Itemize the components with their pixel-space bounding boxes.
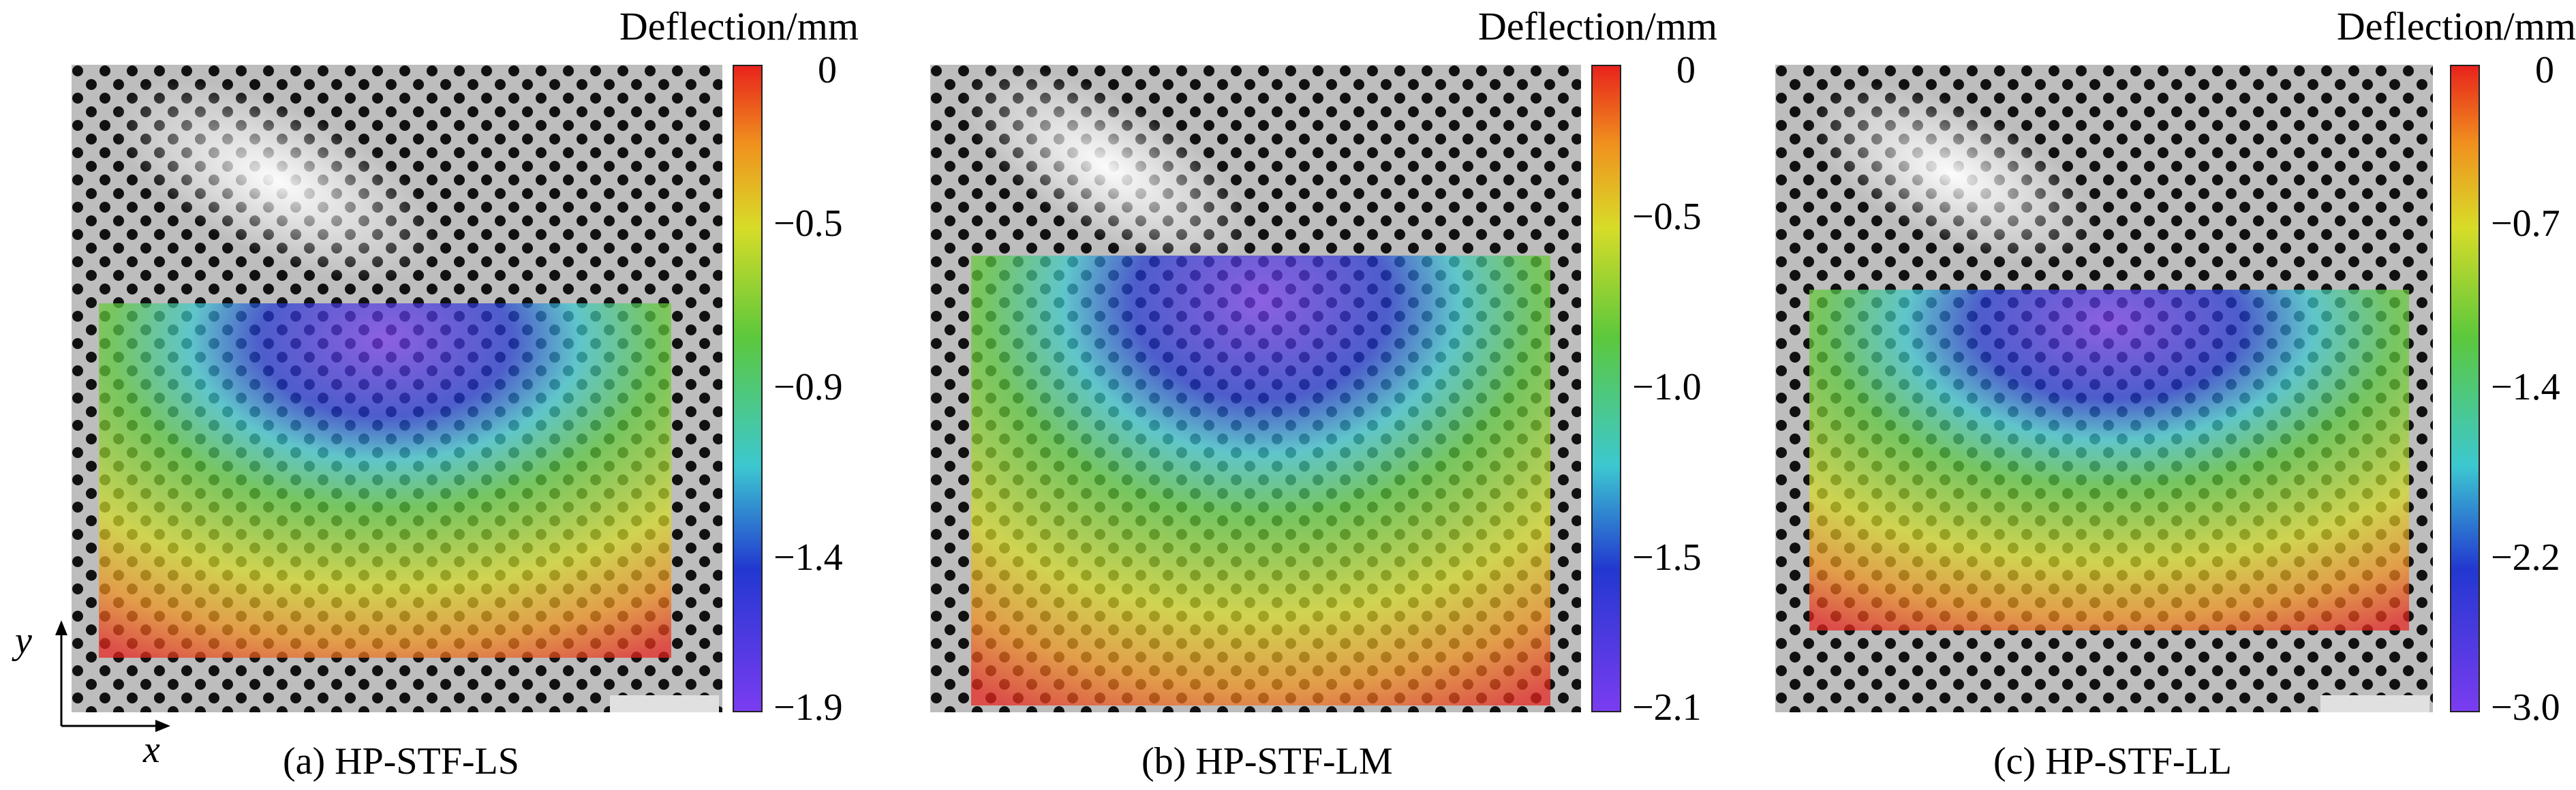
tick-label-c-3: −2.2 [2491,536,2560,579]
colorbar-b [1591,65,1621,712]
caption-a: (a) HP-STF-LS [283,740,519,783]
specimen-image-a [72,65,722,712]
tick-label-c-1: −0.7 [2491,202,2560,245]
panel-b: Deflection/mm 0 −0.5 −1.0 −1.5 −2.1 (b) … [859,0,1717,790]
colorbar-title-c: Deflection/mm [2336,4,2576,48]
tick-label-a-2: −0.9 [773,366,843,408]
colorbar-title-a: Deflection/mm [619,4,859,48]
y-axis-label: y [15,620,32,662]
specimen-image-c [1775,65,2433,712]
tick-label-b-2: −1.0 [1632,366,1702,408]
caption-c: (c) HP-STF-LL [1993,740,2232,783]
x-axis-label: x [143,729,160,771]
x-arrowhead-icon [155,720,170,732]
axes-indicator [55,620,170,732]
tick-label-a-0: 0 [818,49,837,91]
specimen-image-b [930,65,1581,712]
tick-label-a-1: −0.5 [773,202,843,245]
colorbar-title-b: Deflection/mm [1477,4,1717,48]
tick-label-b-1: −0.5 [1632,196,1702,238]
tick-label-b-0: 0 [1676,49,1696,91]
tick-label-a-4: −1.9 [773,686,843,729]
colorbar-c [2450,65,2480,712]
tick-label-b-3: −1.5 [1632,536,1702,579]
colorbar-a [733,65,763,712]
panel-c: Deflection/mm 0 −0.7 −1.4 −2.2 −3.0 (c) … [1717,0,2576,790]
tick-label-c-0: 0 [2535,49,2554,91]
tick-label-a-3: −1.4 [773,536,843,579]
y-arrowhead-icon [55,620,67,635]
tick-label-c-4: −3.0 [2491,686,2560,729]
panel-a: Deflection/mm 0 −0.5 −0.9 −1.4 −1.9 (a) … [0,0,859,790]
caption-b: (b) HP-STF-LM [1141,740,1393,783]
tick-label-b-4: −2.1 [1632,686,1702,729]
tick-label-c-2: −1.4 [2491,366,2560,408]
